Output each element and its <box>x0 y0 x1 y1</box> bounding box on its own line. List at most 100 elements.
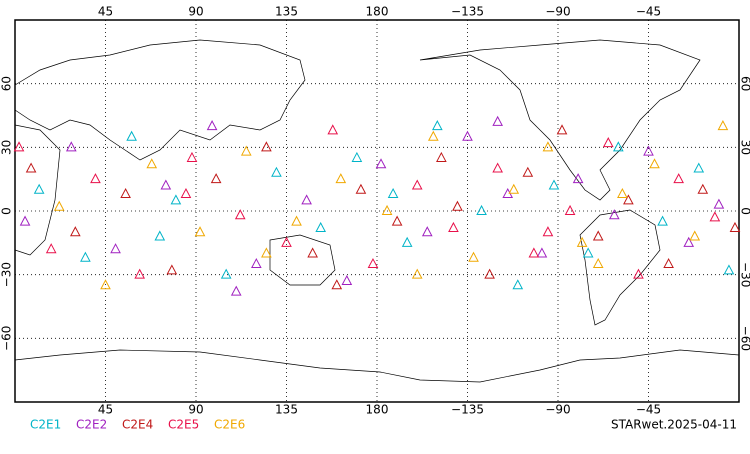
point <box>453 202 462 211</box>
grid <box>15 20 739 402</box>
x-tick-label: 45 <box>98 403 113 417</box>
y-tick-label: −60 <box>0 326 14 351</box>
point <box>111 244 120 253</box>
x-tick-label: 180 <box>366 5 389 19</box>
point <box>714 200 723 209</box>
point <box>449 223 458 232</box>
point <box>610 210 619 219</box>
point <box>236 210 245 219</box>
point <box>614 142 623 151</box>
point <box>208 121 217 130</box>
point <box>67 142 76 151</box>
x-tick-label: −135 <box>451 5 484 19</box>
point <box>282 238 291 247</box>
legend-label: C2E1 <box>30 418 61 432</box>
legend-label: C2E2 <box>76 418 107 432</box>
point <box>403 238 412 247</box>
point <box>730 223 739 232</box>
point <box>316 223 325 232</box>
point <box>187 153 196 162</box>
point <box>393 217 402 226</box>
point <box>694 164 703 173</box>
point <box>328 125 337 134</box>
point <box>537 248 546 257</box>
point <box>566 206 575 215</box>
y-tick-label: 0 <box>0 207 14 215</box>
footer: STARwet.2025-04-11 <box>611 418 737 432</box>
point <box>383 206 392 215</box>
point <box>543 142 552 151</box>
point <box>196 227 205 236</box>
legend-label: C2E4 <box>122 418 153 432</box>
point <box>543 227 552 236</box>
point <box>437 153 446 162</box>
point <box>252 259 261 268</box>
axes: 45459090135135180180−135−135−90−90−45−45… <box>0 5 750 432</box>
x-tick-label: 45 <box>98 5 113 19</box>
x-tick-label: 135 <box>275 403 298 417</box>
y-tick-label: 0 <box>739 207 750 215</box>
point <box>356 185 365 194</box>
point <box>594 231 603 240</box>
point <box>493 164 502 173</box>
point <box>604 138 613 147</box>
x-tick-label: −90 <box>545 5 570 19</box>
point <box>413 181 422 190</box>
point <box>529 248 538 257</box>
point <box>650 159 659 168</box>
point <box>27 164 36 173</box>
point <box>232 287 241 296</box>
point <box>15 142 24 151</box>
point <box>718 121 727 130</box>
point <box>161 181 170 190</box>
point <box>272 168 281 177</box>
point <box>155 231 164 240</box>
point <box>664 259 673 268</box>
point <box>477 206 486 215</box>
y-tick-label: 30 <box>0 140 14 155</box>
point <box>724 265 733 274</box>
point <box>485 270 494 279</box>
point <box>47 244 56 253</box>
point <box>135 270 144 279</box>
point <box>469 253 478 262</box>
x-tick-label: −45 <box>636 403 661 417</box>
point <box>413 270 422 279</box>
point <box>377 159 386 168</box>
x-tick-label: −45 <box>636 5 661 19</box>
point <box>308 248 317 257</box>
point <box>368 259 377 268</box>
point <box>147 159 156 168</box>
point <box>292 217 301 226</box>
point <box>558 125 567 134</box>
point <box>352 153 361 162</box>
point <box>336 174 345 183</box>
x-tick-label: −135 <box>451 403 484 417</box>
point <box>262 248 271 257</box>
point <box>242 147 251 156</box>
point <box>433 121 442 130</box>
point <box>523 168 532 177</box>
legend-label: C2E6 <box>214 418 245 432</box>
point <box>55 202 64 211</box>
y-tick-label: −30 <box>0 262 14 287</box>
x-tick-label: 135 <box>275 5 298 19</box>
point <box>21 217 30 226</box>
point <box>584 248 593 257</box>
point <box>222 270 231 279</box>
y-tick-label: −60 <box>739 326 750 351</box>
point <box>171 195 180 204</box>
point <box>91 174 100 183</box>
point <box>342 276 351 285</box>
y-tick-label: 60 <box>739 76 750 91</box>
point <box>549 181 558 190</box>
point <box>35 185 44 194</box>
point <box>423 227 432 236</box>
point <box>658 217 667 226</box>
legend-label: C2E5 <box>168 418 199 432</box>
point <box>644 147 653 156</box>
point <box>493 117 502 126</box>
x-tick-label: −90 <box>545 403 570 417</box>
y-tick-label: 60 <box>0 76 14 91</box>
